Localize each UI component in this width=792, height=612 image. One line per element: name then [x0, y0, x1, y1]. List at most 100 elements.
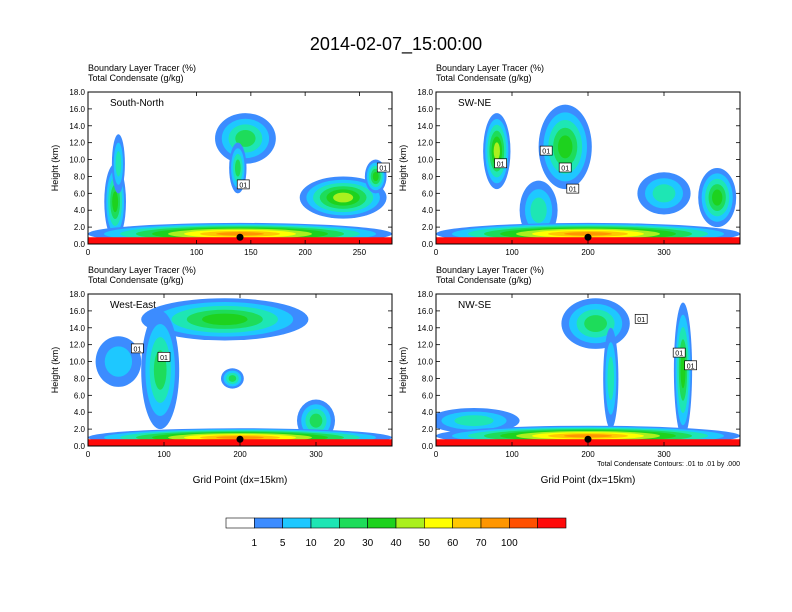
contour-label-text: 01	[687, 363, 695, 370]
panel-label-condensate: Total Condensate (g/kg)	[436, 73, 532, 83]
y-axis-label: Height (km)	[50, 145, 60, 192]
shade-level-5	[557, 135, 573, 159]
y-tick-label: 2.0	[74, 223, 86, 232]
colorbar-label: 5	[280, 538, 286, 549]
y-tick-label: 12.0	[417, 139, 433, 148]
panel-title: West-East	[110, 300, 156, 311]
shaded-region	[111, 134, 125, 194]
y-tick-label: 14.0	[417, 324, 433, 333]
y-tick-label: 14.0	[69, 324, 85, 333]
colorbar-label: 40	[390, 538, 402, 549]
y-tick-label: 12.0	[417, 341, 433, 350]
colorbar-swatch	[367, 517, 397, 529]
colorbar-label: 60	[447, 538, 459, 549]
contour-label-text: 01	[379, 166, 387, 173]
shade-level-3	[530, 197, 547, 223]
shade-level-4	[235, 130, 256, 147]
panel-label-tracer: Boundary Layer Tracer (%)	[88, 265, 196, 275]
figure-title: 2014-02-07_15:00:00	[310, 34, 482, 55]
colorbar-label: 1	[252, 538, 258, 549]
colorbar-label: 30	[362, 538, 374, 549]
contour-note: Total Condensate Contours: .01 to .01 by…	[597, 461, 740, 468]
colorbar-label: 100	[501, 538, 518, 549]
x-tick-label: 0	[434, 248, 439, 257]
contour-label-box	[634, 313, 648, 324]
contour-label: 01	[684, 360, 697, 371]
contour-label: 01	[376, 162, 390, 173]
colorbar-swatch	[537, 517, 567, 529]
colorbar-swatch	[225, 517, 255, 529]
x-tick-label: 300	[309, 450, 323, 459]
x-axis-label: Grid Point (dx=15km)	[541, 475, 636, 486]
y-axis-label: Height (km)	[398, 347, 408, 394]
panel-label-tracer: Boundary Layer Tracer (%)	[436, 63, 544, 73]
location-marker	[584, 435, 592, 443]
y-tick-label: 4.0	[74, 206, 86, 215]
colorbar-swatch	[480, 517, 510, 529]
shade-level-4	[584, 315, 607, 332]
colorbar-swatch	[310, 517, 340, 529]
y-tick-label: 4.0	[422, 206, 434, 215]
shaded-region	[436, 408, 520, 434]
y-tick-label: 6.0	[422, 189, 434, 198]
shade-level-5	[680, 351, 686, 389]
x-tick-label: 300	[657, 450, 671, 459]
colorbar-swatch	[424, 517, 453, 529]
contour-label-text: 01	[497, 161, 505, 168]
shade-level-3	[115, 151, 122, 177]
colorbar-label: 70	[475, 538, 487, 549]
panel-label-condensate: Total Condensate (g/kg)	[88, 73, 184, 83]
shaded-region	[603, 327, 619, 430]
colorbar-label: 20	[334, 538, 346, 549]
contour-label-box	[236, 179, 250, 190]
y-tick-label: 16.0	[69, 307, 85, 316]
y-axis-label: Height (km)	[50, 347, 60, 394]
shaded-region	[637, 172, 691, 215]
contour-label-box	[494, 158, 507, 169]
x-tick-label: 100	[505, 450, 519, 459]
y-tick-label: 16.0	[69, 105, 85, 114]
shade-level-6	[333, 192, 354, 203]
y-tick-label: 0.0	[74, 240, 86, 249]
x-tick-label: 150	[244, 248, 258, 257]
x-axis-label: Grid Point (dx=15km)	[193, 475, 288, 486]
panels: Boundary Layer Tracer (%)Total Condensat…	[50, 63, 741, 486]
contour-label-box	[684, 360, 697, 371]
contour-label-text: 01	[561, 166, 569, 173]
location-marker	[584, 233, 592, 241]
shaded-region	[141, 298, 309, 341]
shaded-region	[561, 298, 630, 349]
x-tick-label: 100	[505, 248, 519, 257]
y-tick-label: 12.0	[69, 139, 85, 148]
contour-label-box	[131, 343, 144, 354]
contour-label-text: 01	[134, 346, 142, 353]
y-tick-label: 10.0	[417, 156, 433, 165]
y-tick-label: 4.0	[74, 408, 86, 417]
panel-title: SW-NE	[458, 98, 491, 109]
shade-level-5	[202, 313, 248, 326]
x-tick-label: 200	[581, 248, 595, 257]
shaded-region	[221, 368, 244, 389]
contour-label-text: 01	[569, 187, 577, 194]
shade-level-3	[652, 184, 676, 203]
location-marker	[236, 233, 244, 241]
panel-title: NW-SE	[458, 300, 491, 311]
colorbar-swatch	[339, 517, 368, 529]
contour-label: 01	[672, 347, 686, 358]
plot-frame	[87, 91, 393, 245]
shade-level-4	[228, 375, 237, 382]
x-tick-label: 250	[353, 248, 367, 257]
plot-area: 01 01	[88, 92, 392, 244]
panel-sw-ne: Boundary Layer Tracer (%)Total Condensat…	[398, 63, 741, 257]
location-marker	[236, 435, 244, 443]
y-tick-label: 10.0	[69, 156, 85, 165]
colorbar: 1 5 10 20 30 40 50 60 70 100	[225, 517, 567, 549]
shaded-region	[299, 176, 387, 219]
panel-south-north: Boundary Layer Tracer (%)Total Condensat…	[50, 63, 393, 257]
shade-level-3	[454, 415, 494, 427]
contour-label-text: 01	[160, 355, 168, 362]
shade-level-4	[309, 413, 323, 428]
contour-label: 01	[566, 183, 580, 194]
x-tick-label: 200	[298, 248, 312, 257]
